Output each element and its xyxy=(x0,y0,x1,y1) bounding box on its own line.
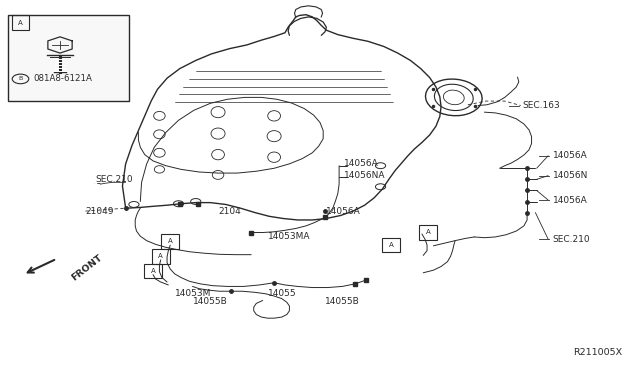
Text: A: A xyxy=(150,268,156,274)
Text: R211005X: R211005X xyxy=(573,347,623,357)
Text: 14055B: 14055B xyxy=(193,297,227,306)
Text: 14053M: 14053M xyxy=(175,289,211,298)
Text: 14053MA: 14053MA xyxy=(268,232,310,241)
Text: SEC.163: SEC.163 xyxy=(523,101,561,110)
Text: A: A xyxy=(168,238,173,244)
Text: 14056N: 14056N xyxy=(552,171,588,180)
Text: 14055: 14055 xyxy=(268,289,296,298)
Text: 14056A: 14056A xyxy=(552,196,588,205)
Text: SEC.210: SEC.210 xyxy=(552,235,590,244)
Text: 14056NA: 14056NA xyxy=(344,171,386,180)
Text: A: A xyxy=(158,253,163,259)
FancyBboxPatch shape xyxy=(8,15,129,101)
Text: A: A xyxy=(389,242,394,248)
Text: SEC.210: SEC.210 xyxy=(96,175,133,184)
Text: 081A8-6121A: 081A8-6121A xyxy=(33,74,92,83)
Text: 2104: 2104 xyxy=(218,206,241,216)
Text: A: A xyxy=(18,20,23,26)
Text: A: A xyxy=(426,229,431,235)
Text: B: B xyxy=(19,76,22,81)
Text: 14056A: 14056A xyxy=(344,158,379,168)
Text: 14056A: 14056A xyxy=(552,151,588,160)
Text: 21049: 21049 xyxy=(86,206,114,216)
Text: 14056A: 14056A xyxy=(326,206,361,216)
Text: FRONT: FRONT xyxy=(70,253,104,283)
Text: 14055B: 14055B xyxy=(325,297,360,306)
